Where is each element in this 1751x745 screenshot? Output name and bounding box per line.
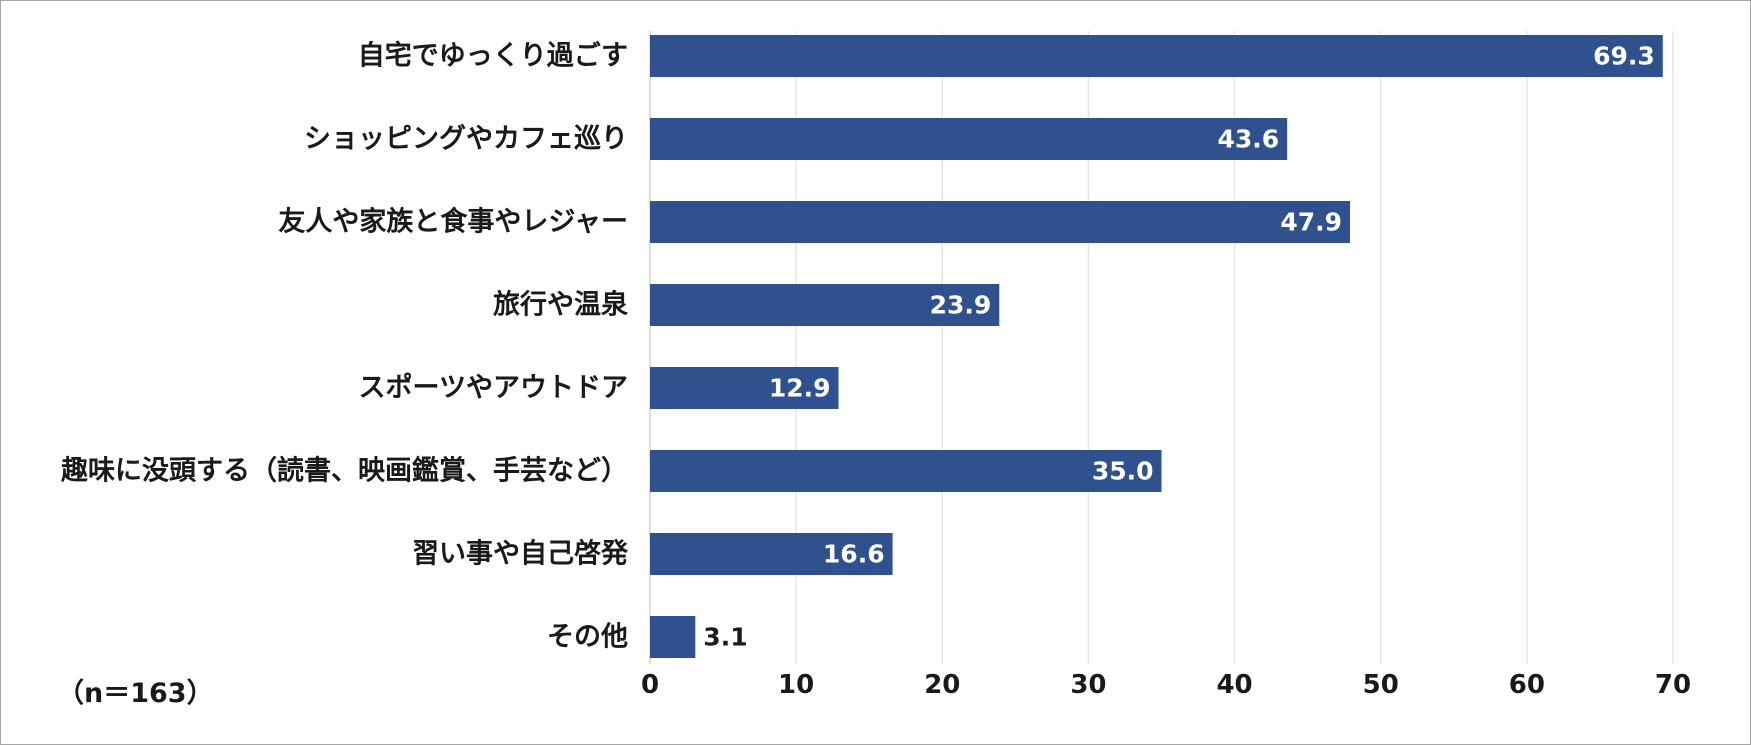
x-tick-label: 60 [1509,670,1545,700]
x-tick-label: 70 [1655,670,1691,700]
category-label: 習い事や自己啓発 [412,538,629,570]
value-label: 43.6 [1217,125,1279,154]
value-label: 35.0 [1092,457,1154,486]
value-label: 12.9 [769,374,831,403]
bar [650,284,1000,326]
value-label: 3.1 [703,623,747,652]
category-label: ショッピングやカフェ巡り [304,123,628,155]
x-tick-label: 0 [641,670,659,700]
bar [650,616,696,658]
x-tick-label: 30 [1070,670,1106,700]
category-label: その他 [547,622,628,653]
value-label: 23.9 [930,291,992,320]
x-tick-label: 40 [1216,670,1252,700]
value-label: 69.3 [1593,42,1655,71]
category-label: 自宅でゆっくり過ごす [358,40,628,72]
x-tick-label: 10 [778,670,814,700]
x-tick-label: 50 [1363,670,1399,700]
x-tick-label: 20 [924,670,960,700]
value-label: 16.6 [823,540,885,569]
bar [650,367,839,409]
bar [650,450,1162,492]
bar [650,35,1663,77]
sample-size-note: （n＝163） [57,678,214,709]
value-label: 47.9 [1280,208,1342,237]
category-label: スポーツやアウトドア [359,373,628,404]
bar [650,533,893,575]
category-label: 友人や家族と食事やレジャー [278,206,628,238]
category-label: 趣味に没頭する（読書、映画鑑賞、手芸など） [60,455,628,487]
category-label: 旅行や温泉 [493,289,629,321]
bar [650,201,1351,243]
bar [650,118,1288,160]
